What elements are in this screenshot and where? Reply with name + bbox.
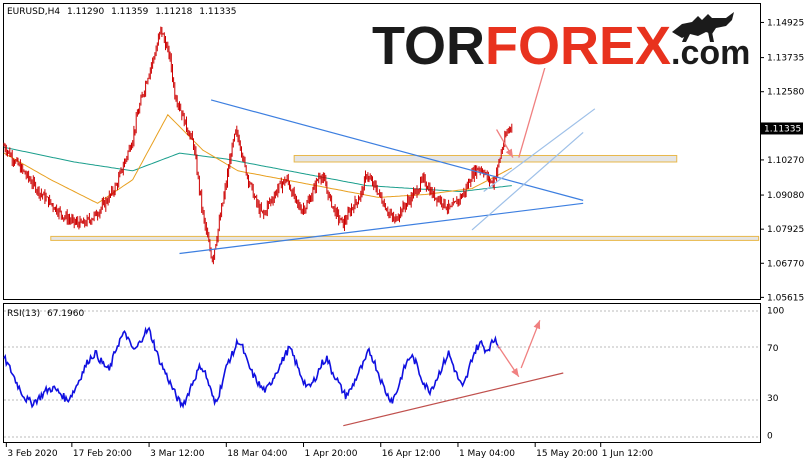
open-value: 1.11290: [67, 7, 104, 17]
rsi-forecast-down-arrow-head: [511, 367, 519, 377]
moving-averages: [3, 113, 513, 204]
forecast-down-arrow: [496, 129, 514, 158]
rsi-tick-label: 70: [767, 344, 779, 354]
rsi-tick-label: 30: [767, 394, 779, 404]
price-axis: 1.14925 1.13735 1.12580 1.10270 1.09080 1.079…: [760, 18, 804, 303]
price-tick-label: 1.07925: [767, 225, 804, 235]
rsi-forecast-arrows: [497, 320, 541, 378]
upper-trendline: [210, 99, 584, 201]
rsi-line: [3, 326, 501, 409]
time-tick-label: 16 Apr 12:00: [382, 449, 441, 459]
time-tick-label: 1 Apr 20:00: [305, 449, 358, 459]
rsi-support-trendline: [343, 372, 564, 427]
price-tick-label: 1.14925: [767, 18, 804, 28]
price-header: EURUSD,H4 1.11290 1.11359 1.11218 1.1133…: [7, 7, 237, 17]
rsi-trendlines: [343, 372, 564, 427]
price-trendlines: [179, 99, 596, 255]
rsi-path: [3, 326, 501, 409]
rsi-tick-label: 100: [767, 306, 784, 316]
time-tick-label: 15 May 20:00: [536, 449, 598, 459]
rsi-axis: 100 70 30 0: [767, 306, 784, 441]
time-axis: 3 Feb 2020 17 Feb 20:00 3 Mar 12:00 18 Mar …: [5, 443, 654, 459]
close-value: 1.11335: [199, 7, 236, 17]
price-tick-label: 1.06770: [767, 259, 804, 269]
time-tick-label: 17 Feb 20:00: [73, 449, 132, 459]
forecast-up-arrow-shaft: [518, 52, 550, 158]
forecast-down-arrow-head: [505, 148, 513, 158]
rsi-value: 67.1960: [47, 309, 84, 319]
logo-part-tor: TOR: [372, 16, 485, 76]
price-tick-label: 1.05615: [767, 293, 804, 303]
channel-lower: [471, 132, 584, 231]
current-price-box: [761, 122, 803, 135]
rsi-forecast-up-arrow-head: [533, 320, 541, 330]
rsi-tick-label: 0: [767, 432, 773, 442]
time-tick-label: 3 Feb 2020: [7, 449, 58, 459]
time-tick-label: 3 Mar 12:00: [150, 449, 205, 459]
logo-part-forex: FOREX: [485, 16, 671, 76]
low-value: 1.11218: [155, 7, 192, 17]
price-tick-label: 1.10270: [767, 156, 804, 166]
lower-trendline: [179, 202, 584, 255]
support-zone: [50, 235, 760, 241]
high-value: 1.11359: [111, 7, 148, 17]
rsi-level-lines: [4, 310, 760, 438]
time-tick-label: 1 May 04:00: [459, 449, 515, 459]
current-price-label: 1.11335: [764, 124, 801, 134]
time-tick-label: 18 Mar 04:00: [227, 449, 287, 459]
rsi-forecast-up-arrow-shaft: [520, 320, 541, 369]
rsi-label: RSI(13): [7, 309, 40, 319]
price-zones: [50, 154, 760, 241]
logo: TORFOREX.com: [368, 12, 750, 76]
price-tick-label: 1.13735: [767, 54, 804, 64]
ma-fast-line: [3, 113, 513, 204]
channel-upper: [483, 108, 596, 192]
bull-icon: [672, 12, 734, 42]
price-candles: [3, 26, 513, 265]
current-price-marker: 1.11335: [761, 122, 803, 135]
rsi-header: RSI(13) 67.1960: [7, 309, 84, 319]
rsi-forecast-down-arrow: [497, 345, 520, 378]
time-tick-label: 1 Jun 12:00: [602, 449, 654, 459]
symbol-label: EURUSD,H4: [7, 7, 60, 17]
resistance-zone: [293, 154, 678, 163]
rsi-forecast-up-arrow: [520, 320, 541, 369]
price-tick-label: 1.09080: [767, 191, 804, 201]
rsi-panel-frame: [3, 303, 761, 443]
ma-slow-line: [3, 146, 512, 193]
price-tick-label: 1.12580: [767, 88, 804, 98]
